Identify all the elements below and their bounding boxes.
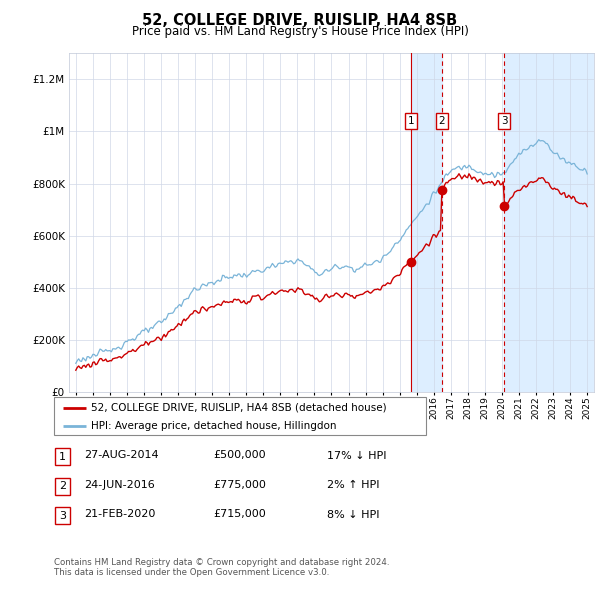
- FancyBboxPatch shape: [55, 448, 70, 465]
- Text: 8% ↓ HPI: 8% ↓ HPI: [327, 510, 380, 519]
- FancyBboxPatch shape: [54, 397, 426, 435]
- Bar: [411, 53, 442, 392]
- Text: 24-JUN-2016: 24-JUN-2016: [84, 480, 155, 490]
- Text: 2% ↑ HPI: 2% ↑ HPI: [327, 480, 380, 490]
- Text: 52, COLLEGE DRIVE, RUISLIP, HA4 8SB: 52, COLLEGE DRIVE, RUISLIP, HA4 8SB: [142, 13, 458, 28]
- Text: 27-AUG-2014: 27-AUG-2014: [84, 451, 158, 460]
- Text: 1: 1: [407, 116, 414, 126]
- Text: £775,000: £775,000: [213, 480, 266, 490]
- Text: 17% ↓ HPI: 17% ↓ HPI: [327, 451, 386, 460]
- Text: 3: 3: [501, 116, 508, 126]
- Text: 52, COLLEGE DRIVE, RUISLIP, HA4 8SB (detached house): 52, COLLEGE DRIVE, RUISLIP, HA4 8SB (det…: [91, 403, 387, 413]
- Text: 2: 2: [59, 481, 66, 491]
- Text: Contains HM Land Registry data © Crown copyright and database right 2024.
This d: Contains HM Land Registry data © Crown c…: [54, 558, 389, 577]
- Bar: [505, 53, 594, 392]
- Text: £715,000: £715,000: [213, 510, 266, 519]
- Text: 2: 2: [439, 116, 445, 126]
- Text: 21-FEB-2020: 21-FEB-2020: [84, 510, 155, 519]
- Text: Price paid vs. HM Land Registry's House Price Index (HPI): Price paid vs. HM Land Registry's House …: [131, 25, 469, 38]
- Text: 3: 3: [59, 511, 66, 520]
- Text: £500,000: £500,000: [213, 451, 266, 460]
- Text: HPI: Average price, detached house, Hillingdon: HPI: Average price, detached house, Hill…: [91, 421, 337, 431]
- Text: 1: 1: [59, 452, 66, 461]
- FancyBboxPatch shape: [55, 507, 70, 524]
- FancyBboxPatch shape: [55, 478, 70, 494]
